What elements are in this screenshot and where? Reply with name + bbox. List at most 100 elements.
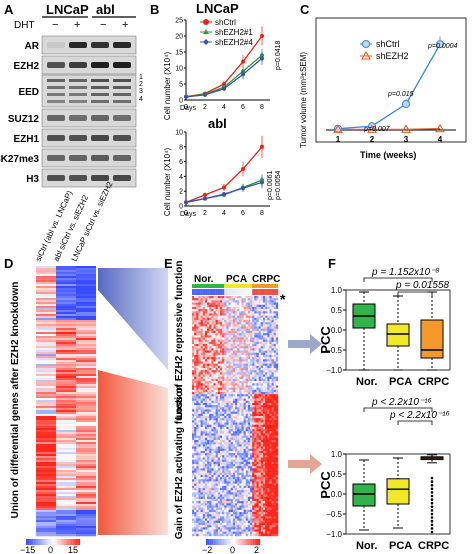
heat-cell xyxy=(269,372,272,375)
heat-cell xyxy=(224,522,227,526)
heat-cell xyxy=(219,422,223,425)
heat-cell xyxy=(252,485,255,489)
scale-swatch xyxy=(60,539,63,545)
heat-cell xyxy=(232,381,236,384)
heat-cell xyxy=(200,492,203,495)
heat-cell xyxy=(252,392,255,395)
heat-cell xyxy=(232,472,236,476)
heat-cell xyxy=(273,481,277,484)
heat-cell xyxy=(239,398,242,401)
heat-cell xyxy=(228,405,231,408)
heat-cell xyxy=(275,470,279,473)
heat-cell xyxy=(217,481,221,484)
heat-cell xyxy=(219,525,223,528)
heat-cell xyxy=(222,376,225,380)
heat-cell xyxy=(269,477,272,480)
data-point xyxy=(203,192,207,197)
heat-cell xyxy=(262,374,266,377)
heat-cell xyxy=(232,442,236,445)
heat-cell xyxy=(56,488,76,491)
heat-cell xyxy=(76,424,96,427)
heat-cell xyxy=(256,313,259,316)
heat-cell xyxy=(222,485,225,489)
heat-cell xyxy=(243,442,246,445)
heat-cell xyxy=(239,459,242,463)
heat-cell xyxy=(213,474,216,478)
heat-cell xyxy=(211,522,214,526)
heat-cell xyxy=(247,527,251,530)
heat-cell xyxy=(232,490,236,493)
heat-cell xyxy=(247,309,251,312)
heat-cell xyxy=(224,437,227,441)
heat-cell xyxy=(219,512,223,515)
heat-cell xyxy=(219,426,223,430)
heat-cell xyxy=(204,352,208,356)
heat-cell xyxy=(56,380,76,383)
heat-cell xyxy=(269,474,272,478)
heat-cell xyxy=(192,370,195,373)
heat-cell xyxy=(196,344,199,347)
heat-cell xyxy=(254,501,257,504)
heat-cell xyxy=(204,529,208,532)
heat-cell xyxy=(196,311,199,314)
heat-cell xyxy=(265,333,268,336)
heat-cell xyxy=(273,459,277,463)
y-tick-label: 4 xyxy=(179,174,183,181)
heat-cell xyxy=(56,410,76,413)
heat-cell xyxy=(275,333,279,336)
heat-cell xyxy=(247,444,251,447)
heat-cell xyxy=(219,420,223,423)
heat-cell xyxy=(260,481,264,484)
heat-cell xyxy=(254,514,257,517)
heat-cell xyxy=(226,333,229,336)
heat-cell xyxy=(215,437,218,441)
heat-cell xyxy=(202,350,206,353)
heat-cell xyxy=(196,322,199,325)
heat-cell xyxy=(245,387,249,391)
heat-cell xyxy=(273,477,277,480)
heat-cell xyxy=(209,402,212,406)
heat-cell xyxy=(200,311,203,314)
heat-cell xyxy=(200,326,203,329)
heat-cell xyxy=(256,437,259,441)
heat-cell xyxy=(239,435,242,439)
heat-cell xyxy=(213,501,216,504)
heat-cell xyxy=(250,444,253,447)
heat-cell xyxy=(196,374,199,377)
heat-cell xyxy=(230,496,234,500)
heat-cell xyxy=(215,337,218,340)
heat-cell xyxy=(241,378,244,382)
heat-cell xyxy=(254,328,257,332)
heat-cell xyxy=(204,405,208,408)
heat-cell xyxy=(209,525,212,528)
heat-cell xyxy=(36,330,56,333)
heat-cell xyxy=(260,330,264,334)
heat-cell xyxy=(56,528,76,531)
heat-cell xyxy=(241,402,244,406)
heat-cell xyxy=(194,422,197,425)
heat-cell xyxy=(230,418,234,421)
heat-cell xyxy=(243,494,246,497)
heat-cell xyxy=(213,507,216,511)
heat-cell xyxy=(192,298,195,301)
heat-cell xyxy=(217,346,221,349)
heat-cell xyxy=(239,512,242,515)
heat-cell xyxy=(192,315,195,319)
heat-cell xyxy=(211,341,214,345)
heat-cell xyxy=(260,378,264,382)
heat-cell xyxy=(228,304,231,308)
heat-cell xyxy=(243,520,246,524)
heat-cell xyxy=(192,466,195,469)
heat-cell xyxy=(250,431,253,434)
heat-cell xyxy=(36,508,56,511)
heat-cell xyxy=(273,313,277,316)
heat-cell xyxy=(217,372,221,375)
heat-cell xyxy=(230,361,234,364)
heat-cell xyxy=(243,422,246,425)
heat-cell xyxy=(196,411,199,415)
heat-cell xyxy=(237,368,240,371)
heat-cell xyxy=(228,302,231,305)
heat-cell xyxy=(217,389,221,393)
heat-cell xyxy=(56,422,76,425)
heat-cell xyxy=(76,372,96,375)
